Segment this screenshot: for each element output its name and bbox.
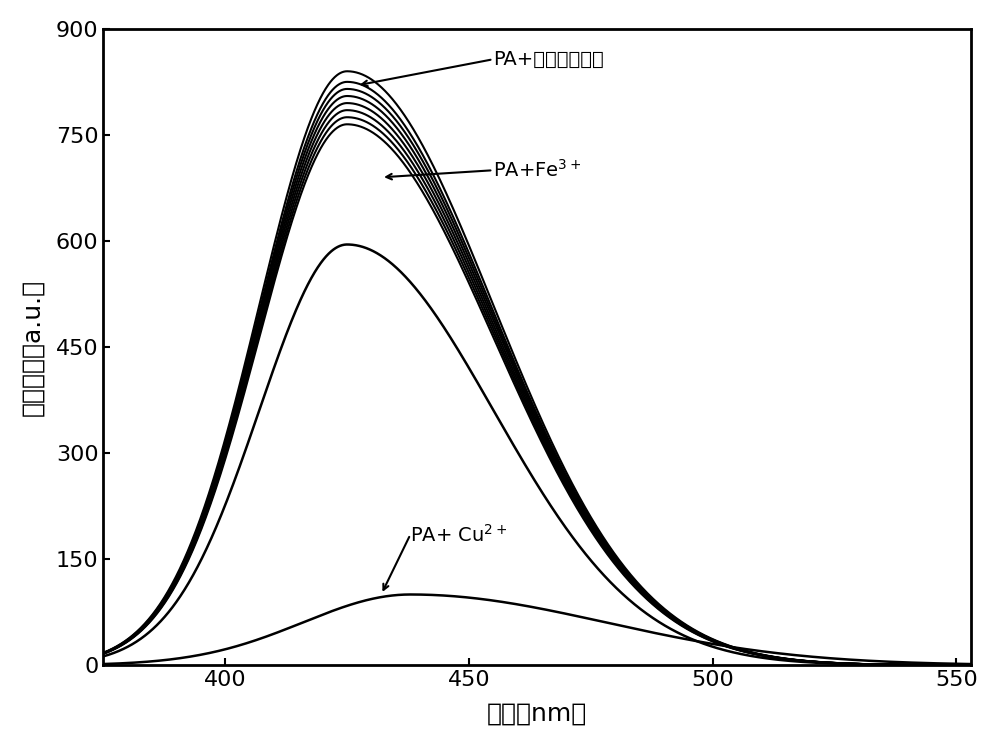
Y-axis label: 荧光强度（a.u.）: 荧光强度（a.u.） bbox=[21, 278, 45, 416]
X-axis label: 波长（nm）: 波长（nm） bbox=[487, 701, 587, 725]
Text: PA+ Cu$^{2+}$: PA+ Cu$^{2+}$ bbox=[410, 524, 508, 545]
Text: PA+Fe$^{3+}$: PA+Fe$^{3+}$ bbox=[493, 160, 581, 181]
Text: PA+其他金属离子: PA+其他金属离子 bbox=[493, 50, 604, 69]
